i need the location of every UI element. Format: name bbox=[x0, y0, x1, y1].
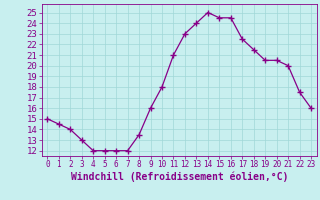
X-axis label: Windchill (Refroidissement éolien,°C): Windchill (Refroidissement éolien,°C) bbox=[70, 172, 288, 182]
